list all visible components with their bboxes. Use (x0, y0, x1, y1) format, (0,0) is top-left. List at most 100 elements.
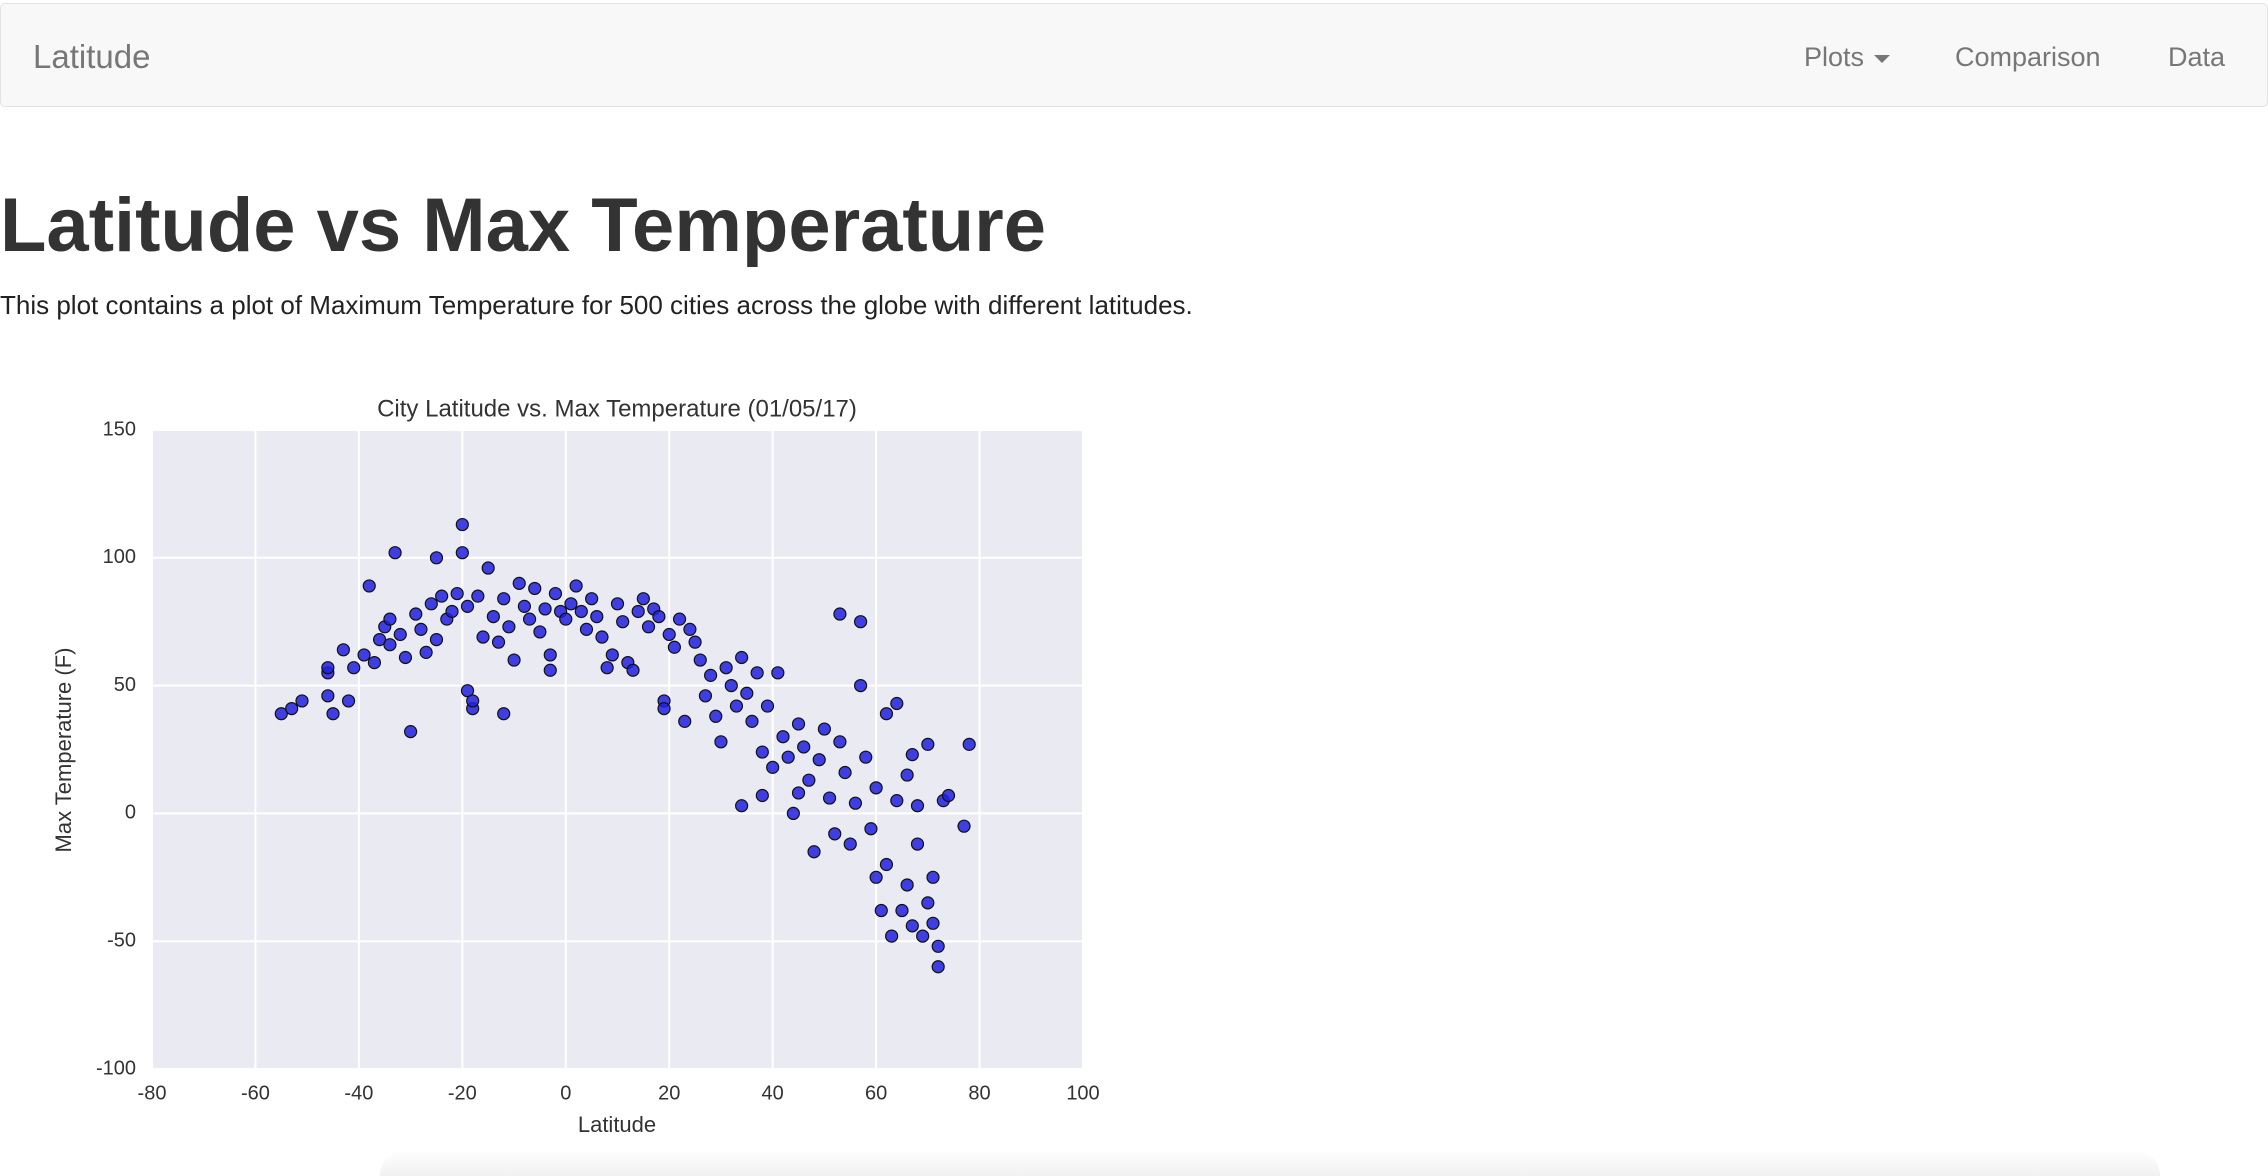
data-point (709, 709, 723, 723)
data-point (574, 604, 588, 619)
y-tick-label: 0 (125, 802, 136, 824)
data-point (781, 750, 795, 764)
data-point (429, 632, 444, 647)
data-point (812, 753, 826, 767)
data-point (548, 586, 563, 601)
data-point (900, 768, 914, 782)
data-point (662, 627, 676, 642)
x-tick-label: 0 (560, 1082, 571, 1104)
data-point (921, 896, 935, 910)
data-point (771, 666, 785, 680)
data-point (321, 689, 335, 703)
data-point (703, 668, 718, 682)
data-point (719, 661, 733, 675)
data-point (905, 748, 919, 762)
data-point (828, 827, 842, 841)
data-point (724, 678, 738, 693)
data-point (874, 903, 888, 918)
data-point (760, 699, 775, 713)
data-point (735, 650, 749, 665)
footer-shadow (380, 1150, 2160, 1176)
data-point (486, 609, 500, 624)
data-point (786, 806, 800, 821)
data-point (636, 592, 650, 606)
data-point (791, 786, 806, 800)
data-point (507, 653, 521, 667)
data-point (843, 837, 857, 851)
data-point (569, 579, 583, 593)
data-point (822, 791, 837, 805)
data-point (879, 707, 894, 721)
data-point (916, 929, 930, 943)
data-point (729, 699, 744, 713)
data-point (367, 655, 382, 670)
x-tick-label: -80 (138, 1082, 167, 1104)
data-point (864, 822, 878, 836)
data-point (926, 916, 940, 930)
data-point (471, 589, 485, 603)
data-point (460, 684, 475, 698)
data-point (285, 702, 299, 716)
data-point (326, 707, 340, 721)
data-point (957, 819, 971, 833)
data-point (543, 648, 557, 662)
data-point (481, 561, 495, 575)
data-point (750, 666, 764, 680)
data-point (890, 696, 904, 711)
data-point (740, 686, 754, 700)
data-point (688, 635, 702, 649)
data-point (528, 581, 542, 596)
data-point (631, 604, 645, 619)
plot-area (152, 430, 1083, 1069)
data-point (931, 960, 945, 974)
y-tick-label: -100 (96, 1057, 136, 1079)
data-point (455, 546, 469, 560)
data-point (347, 661, 361, 675)
data-point (885, 929, 899, 943)
data-point (833, 607, 847, 621)
data-point (900, 878, 914, 892)
chart-title: City Latitude vs. Max Temperature (01/05… (377, 395, 857, 422)
data-point (879, 857, 894, 872)
data-point (905, 919, 919, 933)
data-point (600, 661, 614, 675)
data-point (445, 604, 459, 619)
data-point (424, 597, 438, 611)
data-point (336, 643, 350, 657)
brand[interactable]: Latitude (33, 38, 151, 75)
data-point (848, 796, 863, 810)
data-point (383, 612, 397, 626)
navbar: Latitude Plots Comparison Data (0, 3, 2268, 107)
data-point (341, 694, 356, 708)
data-point (714, 735, 728, 749)
data-point (398, 650, 413, 665)
data-point (833, 735, 847, 749)
data-point (735, 799, 749, 813)
data-point (429, 551, 444, 565)
data-point (962, 737, 976, 751)
data-point (859, 750, 873, 764)
nav-plots[interactable]: Plots (1804, 42, 1891, 73)
data-point (502, 620, 516, 634)
data-point (404, 725, 418, 739)
data-point (766, 760, 780, 774)
data-point (538, 602, 552, 616)
nav-comparison[interactable]: Comparison (1955, 42, 2101, 72)
data-point (910, 799, 925, 813)
data-point (895, 903, 909, 918)
data-point (357, 648, 371, 662)
data-point (388, 546, 402, 560)
data-point (512, 576, 526, 590)
data-point (533, 625, 547, 639)
y-tick-label: -50 (107, 929, 136, 951)
data-point (274, 707, 288, 721)
data-point (755, 745, 769, 759)
data-point (414, 622, 428, 636)
data-point (466, 694, 480, 708)
nav-data[interactable]: Data (2168, 42, 2226, 72)
data-point (838, 765, 852, 780)
data-point (698, 689, 713, 703)
data-point (295, 694, 309, 708)
